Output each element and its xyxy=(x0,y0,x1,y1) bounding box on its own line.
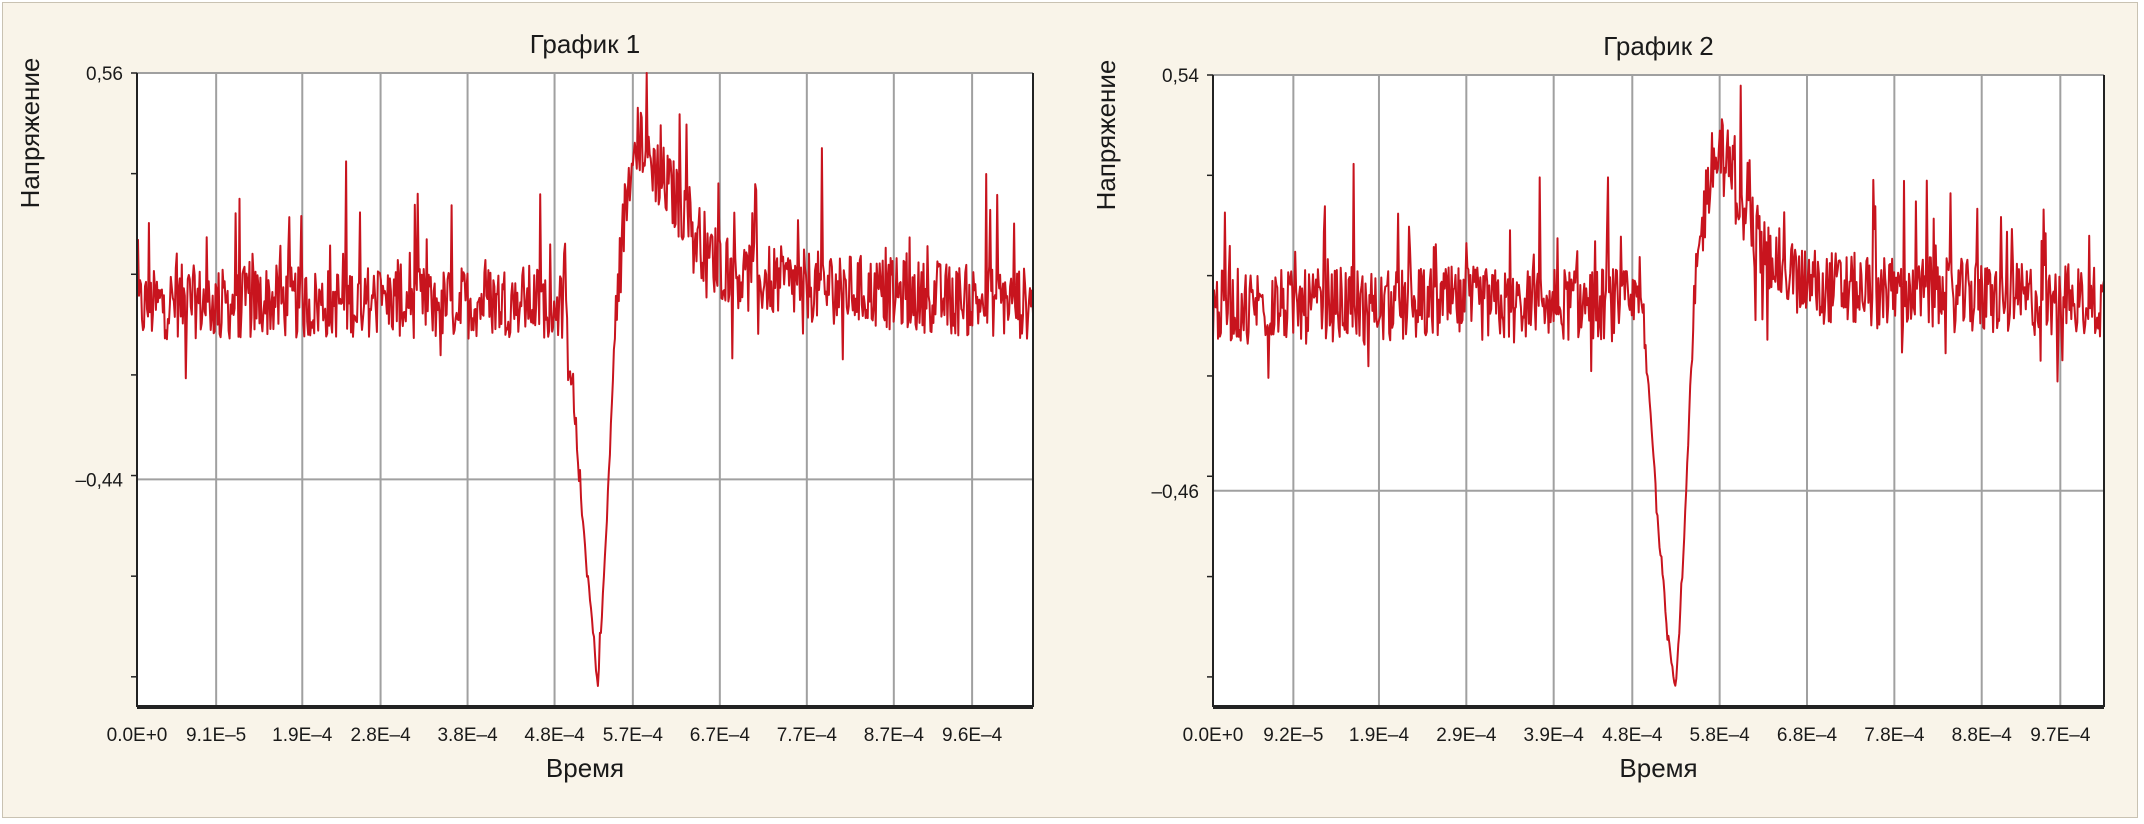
x-tick-label: 9.7E–4 xyxy=(2030,725,2091,746)
x-tick-label: 8.7E–4 xyxy=(864,725,925,746)
x-tick-label: 7.7E–4 xyxy=(777,725,838,746)
x-tick-label: 7.8E–4 xyxy=(1864,725,1925,746)
x-tick-label: 1.9E–4 xyxy=(272,725,333,746)
y-tick-label: 0,56 xyxy=(86,64,123,85)
y-axis-label: Напряжение xyxy=(1091,60,1121,211)
x-tick-label: 8.8E–4 xyxy=(1952,725,2013,746)
x-tick-label: 2.8E–4 xyxy=(350,725,411,746)
x-tick-label: 4.8E–4 xyxy=(1602,725,1663,746)
x-tick-label: 0.0E+0 xyxy=(1183,725,1244,746)
x-tick-label: 5.8E–4 xyxy=(1690,725,1751,746)
x-tick-label: 5.7E–4 xyxy=(603,725,664,746)
charts-figure: График 1 0.0E+0 9.1E–5 1.9E–4 2.8E–4 3.8E–4 4.… xyxy=(15,29,2105,783)
x-tick-label: 4.8E–4 xyxy=(524,725,585,746)
plot-area xyxy=(137,73,1033,707)
x-tick-label: 9.1E–5 xyxy=(186,725,246,746)
x-tick-label: 6.7E–4 xyxy=(690,725,751,746)
x-tick-label: 3.8E–4 xyxy=(437,725,498,746)
chart-1: График 1 0.0E+0 9.1E–5 1.9E–4 2.8E–4 3.8E–4 4.… xyxy=(15,29,1034,783)
x-tick-label: 2.9E–4 xyxy=(1436,725,1497,746)
chart-2: График 2 0.0E+0 9.2E–5 1.9E–4 2.9E–4 3.9E–4 4.… xyxy=(1091,31,2105,783)
y-axis-label: Напряжение xyxy=(15,58,45,209)
y-tick-label: –0,44 xyxy=(75,470,123,491)
signal-line xyxy=(136,72,1034,687)
chart-title: График 2 xyxy=(1603,31,1714,61)
signal-line xyxy=(1212,84,2105,687)
chart-title: График 1 xyxy=(530,29,641,59)
x-tick-label: 9.6E–4 xyxy=(942,725,1003,746)
x-tick-label: 0.0E+0 xyxy=(107,725,168,746)
x-tick-label: 3.9E–4 xyxy=(1524,725,1585,746)
y-tick-label: 0,54 xyxy=(1162,66,1199,87)
x-tick-label: 9.2E–5 xyxy=(1263,725,1323,746)
x-tick-label: 1.9E–4 xyxy=(1349,725,1410,746)
x-axis-label: Время xyxy=(546,753,624,783)
x-tick-label: 6.8E–4 xyxy=(1777,725,1838,746)
x-axis-label: Время xyxy=(1619,753,1697,783)
y-tick-label: –0,46 xyxy=(1151,482,1199,503)
plot-area xyxy=(1213,75,2104,707)
